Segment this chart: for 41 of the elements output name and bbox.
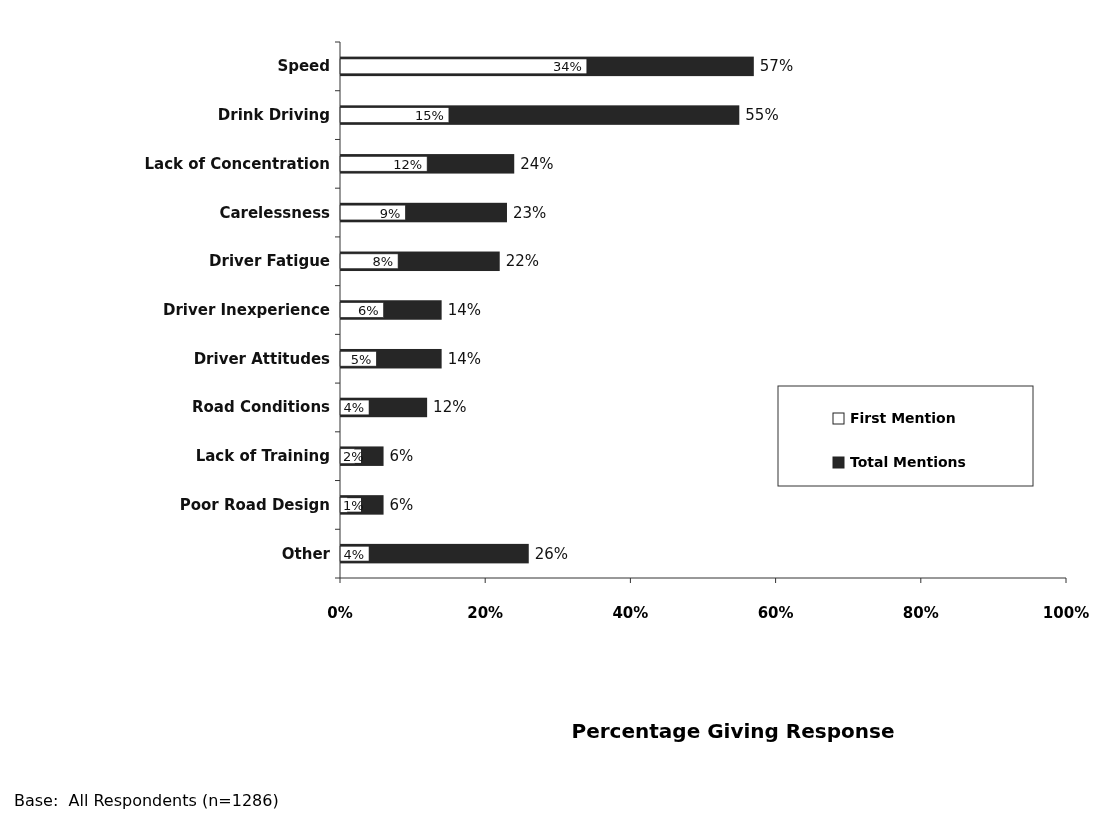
data-label: 12% [433, 398, 467, 417]
y-tick-label: Carelessness [219, 203, 331, 222]
y-tick-label: Road Conditions [191, 398, 331, 417]
data-label: 6% [389, 447, 414, 466]
y-tick-label: Other [281, 544, 331, 563]
y-tick-label: Lack of Training [195, 447, 330, 466]
y-tick-label: Driver Attitudes [193, 349, 331, 368]
x-axis-title: Percentage Giving Response [571, 719, 895, 743]
x-tick-label: 20% [467, 604, 504, 622]
data-label: 12% [393, 156, 423, 172]
data-label: 4% [343, 400, 365, 416]
y-tick-label: Driver Inexperience [162, 301, 330, 319]
data-label: 23% [512, 203, 547, 222]
data-label: 26% [534, 544, 569, 563]
x-tick-label: 0% [327, 604, 353, 622]
data-label: 6% [357, 303, 379, 318]
data-label: 8% [372, 254, 394, 270]
x-tick-label: 60% [757, 604, 794, 622]
y-tick-label: Drink Driving [217, 106, 330, 125]
x-tick-label: 80% [902, 604, 939, 622]
data-label: 9% [379, 205, 401, 221]
data-label: 15% [414, 108, 444, 124]
y-tick-label: Poor Road Design [179, 495, 330, 514]
y-tick-label: Lack of Concentration [144, 154, 330, 173]
legend-label: Total Mentions [850, 454, 966, 470]
data-label: 22% [505, 252, 540, 271]
x-tick-label: 100% [1042, 604, 1090, 622]
data-label: 55% [745, 106, 779, 125]
data-label: 4% [343, 546, 365, 562]
data-label: 14% [447, 349, 481, 368]
y-tick-label: Speed [277, 57, 330, 76]
data-label: 34% [552, 59, 582, 75]
data-label: 6% [389, 495, 414, 514]
text: Base: All Respondents (n=1286) [14, 791, 279, 810]
data-label: 57% [759, 57, 794, 76]
y-tick-label: Driver Fatigue [209, 252, 330, 271]
data-label: 5% [350, 351, 372, 367]
legend-label: First Mention [850, 410, 956, 426]
data-label: 24% [520, 154, 554, 173]
x-tick-label: 40% [612, 604, 649, 622]
data-label: 14% [447, 301, 481, 319]
